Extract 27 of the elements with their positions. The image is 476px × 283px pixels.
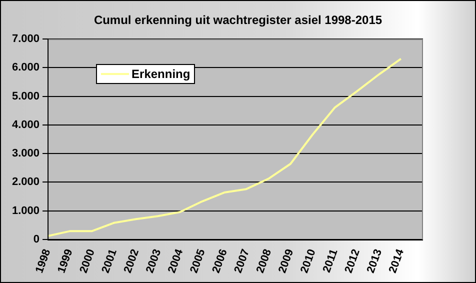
x-tick-label: 2011 xyxy=(320,248,340,274)
x-tick-label: 2008 xyxy=(254,248,274,275)
x-tick-label: 1998 xyxy=(34,248,54,275)
x-tick-label: 2007 xyxy=(232,248,252,275)
x-tick-label: 2005 xyxy=(188,248,208,275)
x-tick-label: 2009 xyxy=(276,248,296,275)
x-tick-label: 2004 xyxy=(166,246,186,275)
y-tick-label: 3.000 xyxy=(12,148,40,160)
y-tick-label: 2.000 xyxy=(12,176,40,188)
x-tick-label: 2006 xyxy=(210,248,230,275)
x-tick-label: 2003 xyxy=(144,248,164,275)
x-tick-label: 2012 xyxy=(342,248,362,275)
chart-title: Cumul erkenning uit wachtregister asiel 1998-2015 xyxy=(92,13,384,27)
x-tick-label: 2000 xyxy=(78,248,98,275)
y-tick-label: 1.000 xyxy=(12,204,40,217)
x-tick-label: 2013 xyxy=(364,248,384,275)
y-tick-label: 0 xyxy=(33,234,40,246)
x-tick-label: 1999 xyxy=(56,248,76,275)
y-tick-label: 7.000 xyxy=(12,33,40,46)
y-tick-label: 4.000 xyxy=(12,118,40,131)
legend-label: Erkenning xyxy=(132,67,190,81)
x-tick-label: 2001 xyxy=(100,248,120,275)
x-tick-label: 2010 xyxy=(298,248,318,275)
x-tick-label: 2014 xyxy=(386,246,407,275)
x-tick-label: 2002 xyxy=(122,248,142,275)
y-tick-label: 6.000 xyxy=(12,62,40,74)
y-tick-label: 5.000 xyxy=(12,90,40,102)
